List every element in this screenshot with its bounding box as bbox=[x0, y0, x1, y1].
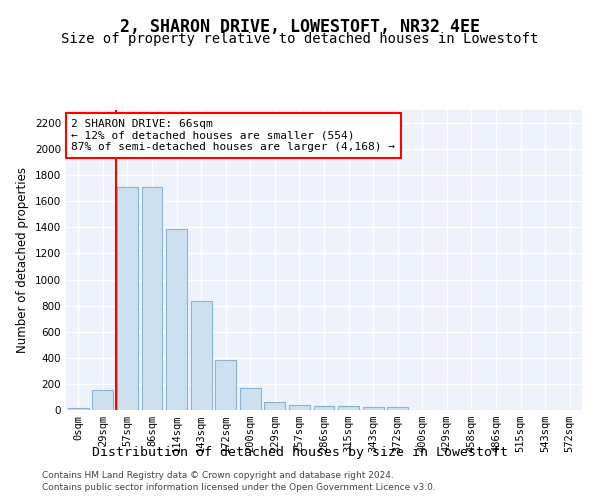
Bar bbox=[362, 408, 383, 410]
Bar bbox=[265, 402, 286, 410]
Text: Contains HM Land Registry data © Crown copyright and database right 2024.: Contains HM Land Registry data © Crown c… bbox=[42, 471, 394, 480]
Bar bbox=[387, 408, 408, 410]
Bar bbox=[289, 406, 310, 410]
Text: 2 SHARON DRIVE: 66sqm
← 12% of detached houses are smaller (554)
87% of semi-det: 2 SHARON DRIVE: 66sqm ← 12% of detached … bbox=[71, 119, 395, 152]
Text: Size of property relative to detached houses in Lowestoft: Size of property relative to detached ho… bbox=[61, 32, 539, 46]
Text: Distribution of detached houses by size in Lowestoft: Distribution of detached houses by size … bbox=[92, 446, 508, 459]
Bar bbox=[68, 408, 89, 410]
Bar bbox=[191, 301, 212, 410]
Bar bbox=[92, 390, 113, 410]
Bar bbox=[338, 406, 359, 410]
Bar bbox=[117, 187, 138, 410]
Y-axis label: Number of detached properties: Number of detached properties bbox=[16, 167, 29, 353]
Bar bbox=[215, 360, 236, 410]
Bar bbox=[142, 187, 163, 410]
Text: Contains public sector information licensed under the Open Government Licence v3: Contains public sector information licen… bbox=[42, 484, 436, 492]
Text: 2, SHARON DRIVE, LOWESTOFT, NR32 4EE: 2, SHARON DRIVE, LOWESTOFT, NR32 4EE bbox=[120, 18, 480, 36]
Bar bbox=[314, 406, 334, 410]
Bar bbox=[166, 228, 187, 410]
Bar bbox=[240, 388, 261, 410]
